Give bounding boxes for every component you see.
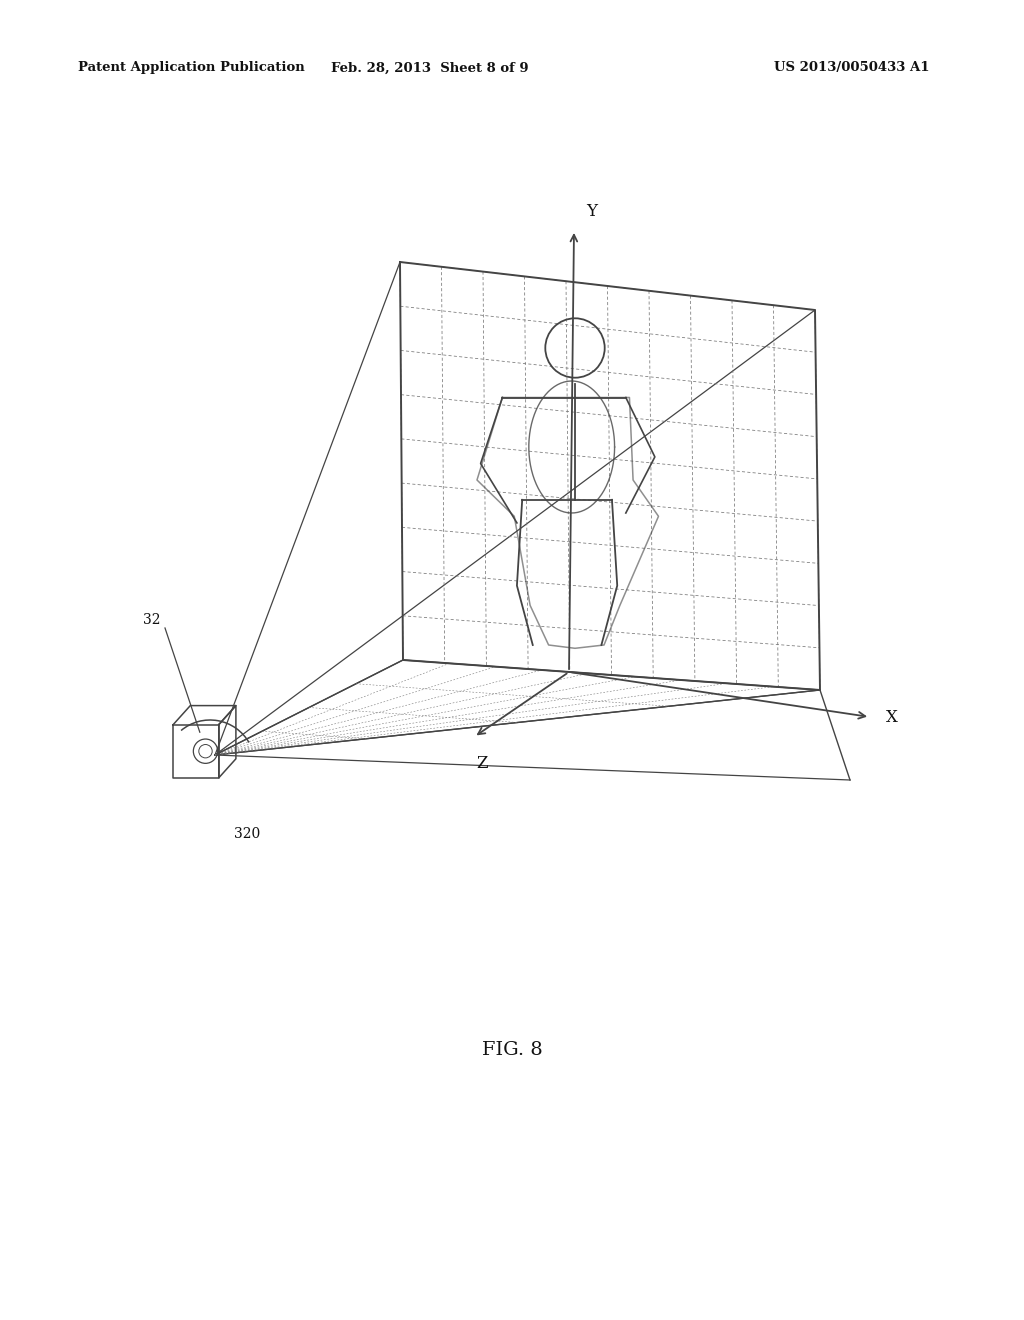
Text: 32: 32 <box>143 612 161 627</box>
Text: Y: Y <box>587 203 597 220</box>
Text: 320: 320 <box>233 828 260 841</box>
Text: US 2013/0050433 A1: US 2013/0050433 A1 <box>774 62 930 74</box>
Text: Patent Application Publication: Patent Application Publication <box>78 62 305 74</box>
Text: Z: Z <box>476 755 487 772</box>
Text: Feb. 28, 2013  Sheet 8 of 9: Feb. 28, 2013 Sheet 8 of 9 <box>331 62 528 74</box>
Text: FIG. 8: FIG. 8 <box>481 1041 543 1059</box>
Text: X: X <box>886 709 898 726</box>
